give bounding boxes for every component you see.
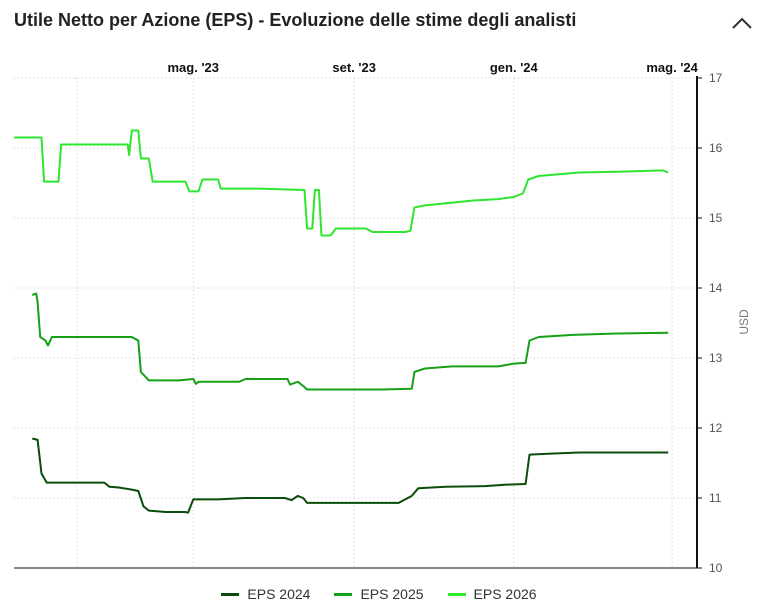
chart-series bbox=[14, 129, 669, 514]
legend-swatch bbox=[221, 592, 240, 596]
legend-label: EPS 2026 bbox=[473, 586, 537, 602]
page-title: Utile Netto per Azione (EPS) - Evoluzion… bbox=[14, 10, 577, 30]
series-line-eps-2025 bbox=[31, 292, 669, 391]
legend-item-eps-2025[interactable]: EPS 2025 bbox=[334, 586, 424, 602]
legend-swatch bbox=[334, 592, 353, 596]
x-tick-label: gen. '24 bbox=[490, 60, 539, 75]
legend-label: EPS 2025 bbox=[360, 586, 424, 602]
series-line-eps-2026 bbox=[14, 129, 669, 237]
x-tick-label: set. '23 bbox=[332, 60, 376, 75]
legend-swatch bbox=[447, 592, 466, 596]
chevron-up-icon bbox=[732, 17, 752, 29]
x-axis-ticks: mag. '23 set. '23 gen. '24 mag. '24 bbox=[167, 60, 698, 75]
chart-legend: EPS 2024 EPS 2025 EPS 2026 bbox=[0, 586, 758, 602]
y-tick-label: 16 bbox=[709, 141, 723, 155]
y-tick-label: 17 bbox=[709, 71, 723, 85]
y-tick-label: 15 bbox=[709, 211, 723, 225]
collapse-button[interactable] bbox=[728, 10, 756, 36]
y-tick-label: 11 bbox=[709, 491, 722, 505]
y-tick-label: 12 bbox=[709, 421, 723, 435]
series-line-eps-2024 bbox=[32, 437, 669, 514]
legend-item-eps-2024[interactable]: EPS 2024 bbox=[221, 586, 310, 602]
legend-item-eps-2026[interactable]: EPS 2026 bbox=[447, 586, 537, 602]
x-tick-label: mag. '24 bbox=[646, 60, 698, 75]
legend-label: EPS 2024 bbox=[247, 586, 311, 602]
y-tick-label: 13 bbox=[709, 351, 723, 365]
y-tick-label: 14 bbox=[709, 281, 723, 295]
y-tick-label: 10 bbox=[709, 561, 723, 575]
x-tick-label: mag. '23 bbox=[167, 60, 219, 75]
y-axis-label: USD bbox=[737, 309, 751, 335]
chart-grid bbox=[14, 77, 697, 569]
y-axis-ticks: 10 11 12 13 14 15 16 17 bbox=[697, 71, 723, 575]
eps-chart: mag. '23 set. '23 gen. '24 mag. '24 1011121… bbox=[14, 60, 751, 575]
